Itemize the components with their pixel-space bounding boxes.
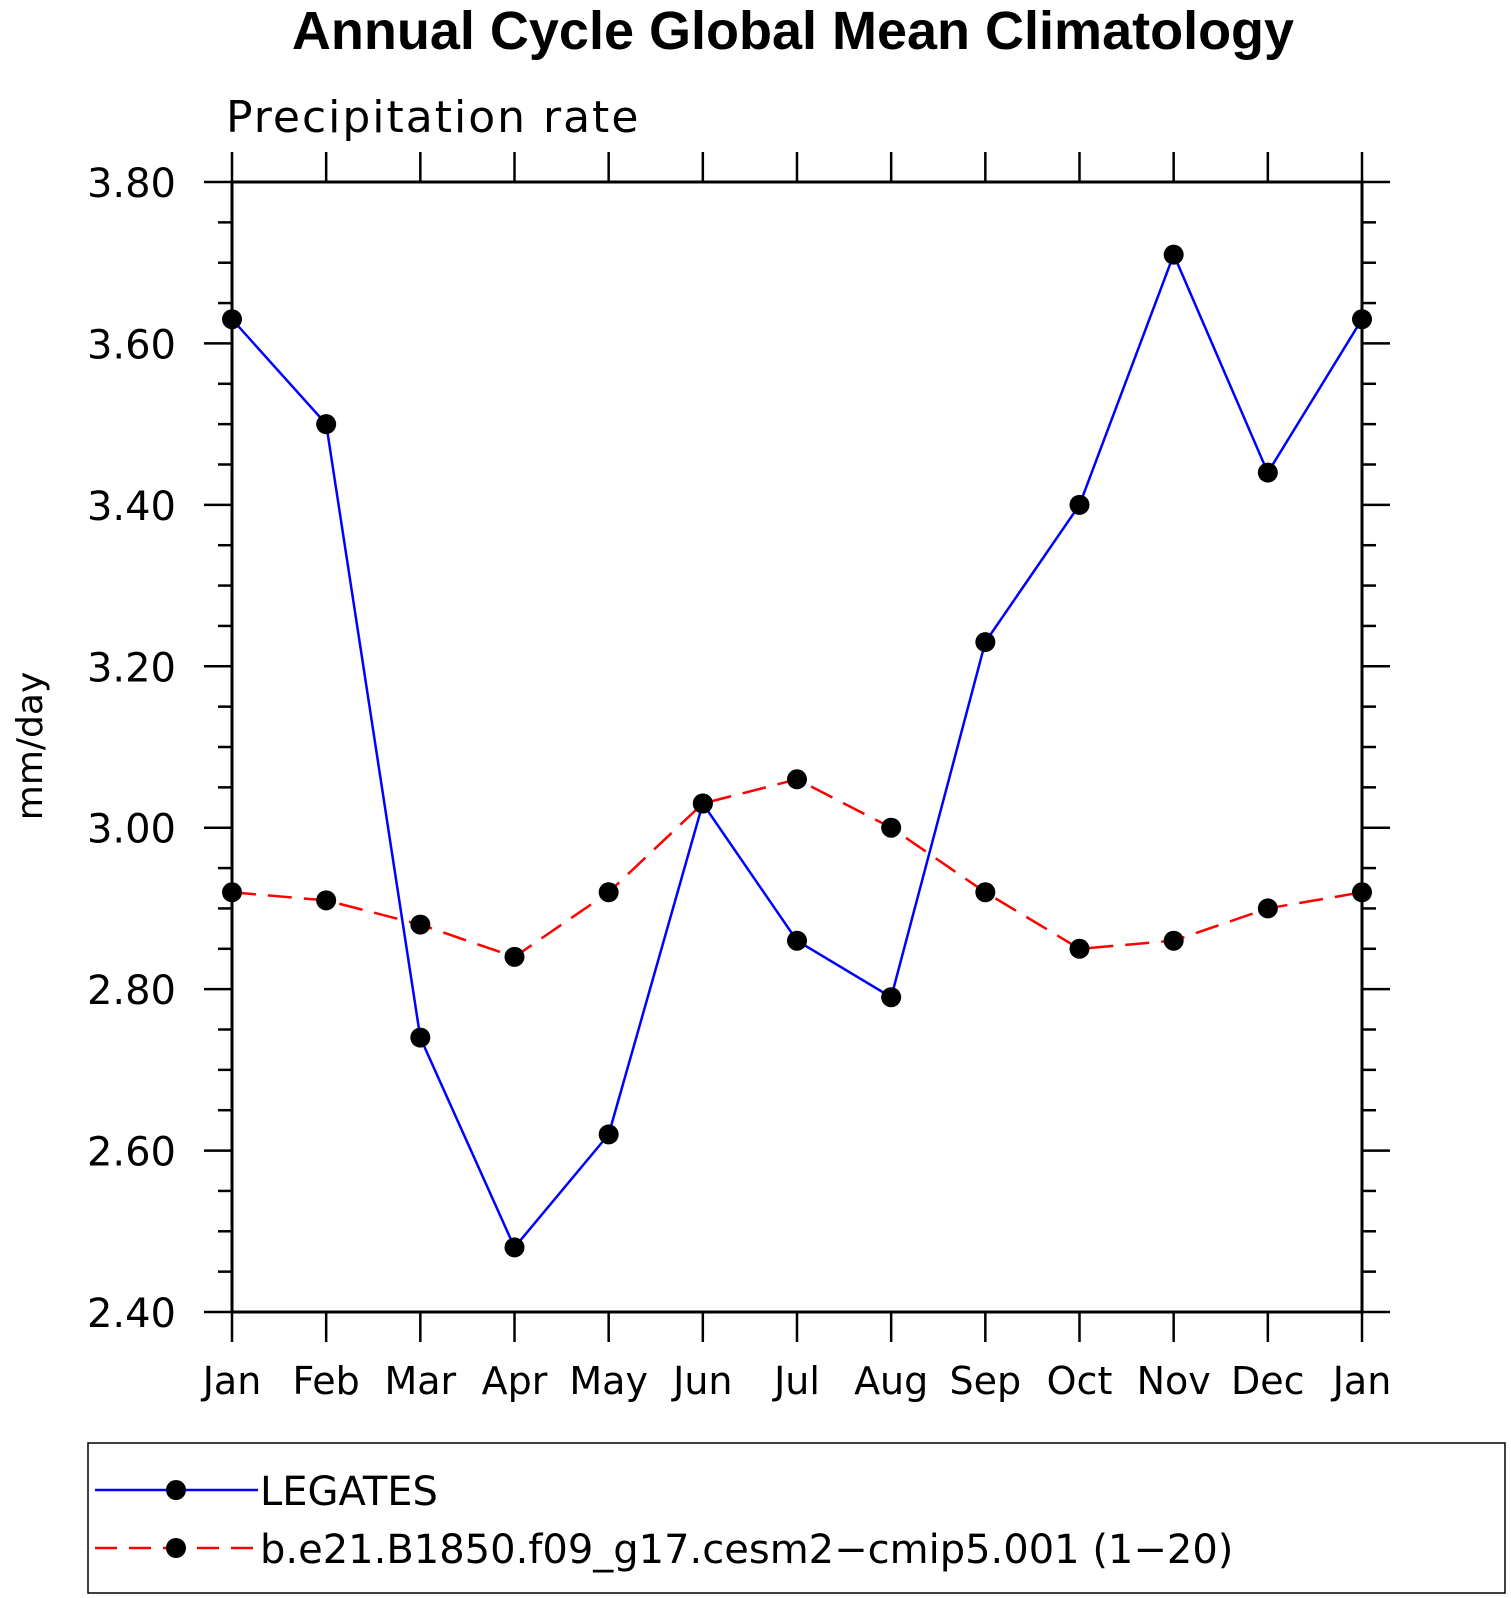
data-point-legates bbox=[1257, 462, 1278, 483]
data-point-cesm2 bbox=[787, 769, 807, 790]
legend-marker-legates bbox=[166, 1480, 186, 1500]
data-point-cesm2 bbox=[316, 890, 337, 911]
y-tick-label: 2.60 bbox=[87, 1130, 176, 1176]
legend-label-legates: LEGATES bbox=[260, 1469, 438, 1515]
legend-marker-cesm2 bbox=[166, 1538, 186, 1558]
x-tick-label: Jan bbox=[1331, 1359, 1392, 1403]
data-point-cesm2 bbox=[504, 946, 525, 967]
data-point-cesm2 bbox=[692, 793, 713, 814]
y-tick-label: 2.80 bbox=[87, 968, 176, 1014]
series-line-cesm2 bbox=[231, 777, 1363, 959]
x-tick-label: Feb bbox=[293, 1359, 360, 1403]
data-point-cesm2 bbox=[598, 882, 619, 903]
series-lines bbox=[231, 251, 1364, 1250]
y-tick-label: 3.60 bbox=[87, 322, 176, 368]
plot-border bbox=[230, 180, 1364, 1314]
legend-items: LEGATES b.e21.B1850.f09_g17.cesm2−cmip5.0… bbox=[95, 1469, 1233, 1573]
x-tick-label: May bbox=[569, 1359, 648, 1403]
y-ticks: 2.40 2.60 2.80 3.00 3.20 3.40 3.60 3.80 bbox=[87, 161, 1390, 1337]
data-point-legates bbox=[1163, 244, 1184, 265]
data-point-cesm2 bbox=[975, 882, 996, 903]
data-point-cesm2 bbox=[1257, 898, 1278, 919]
data-point-legates bbox=[222, 309, 242, 330]
data-point-legates bbox=[787, 930, 807, 951]
x-tick-label: Jan bbox=[201, 1359, 262, 1403]
chart-title: Annual Cycle Global Mean Climatology bbox=[292, 1, 1294, 61]
x-tick-label: Mar bbox=[384, 1359, 456, 1403]
legend-label-cesm2: b.e21.B1850.f09_g17.cesm2−cmip5.001 (1−2… bbox=[260, 1527, 1233, 1573]
y-tick-label: 3.00 bbox=[87, 807, 176, 853]
data-point-legates bbox=[316, 414, 337, 435]
y-tick-label: 2.40 bbox=[87, 1291, 176, 1337]
x-tick-label: Jun bbox=[671, 1359, 732, 1403]
data-point-legates bbox=[410, 1027, 431, 1048]
data-point-legates bbox=[975, 632, 996, 653]
y-tick-label: 3.80 bbox=[87, 161, 176, 207]
chart-subtitle: Precipitation rate bbox=[226, 92, 640, 143]
data-point-cesm2 bbox=[1352, 882, 1372, 903]
x-tick-label: Jul bbox=[772, 1359, 820, 1403]
y-tick-label: 3.40 bbox=[87, 484, 176, 530]
data-point-legates bbox=[598, 1124, 619, 1145]
data-point-legates bbox=[1069, 494, 1090, 515]
y-tick-label: 3.20 bbox=[87, 645, 176, 691]
x-tick-label: Aug bbox=[854, 1359, 928, 1403]
series-line-legates bbox=[231, 251, 1364, 1250]
x-tick-label: Apr bbox=[482, 1359, 548, 1403]
x-ticks: Jan Feb Mar Apr May Jun Jul Aug Sep Oct Nov Dec Jan bbox=[201, 152, 1392, 1403]
x-tick-label: Oct bbox=[1047, 1359, 1113, 1403]
data-point-cesm2 bbox=[881, 817, 902, 838]
data-point-legates bbox=[504, 1237, 525, 1258]
data-point-cesm2 bbox=[1163, 930, 1184, 951]
x-tick-label: Nov bbox=[1137, 1359, 1211, 1403]
data-point-legates bbox=[1352, 309, 1372, 330]
data-point-legates bbox=[881, 987, 902, 1008]
x-tick-label: Dec bbox=[1231, 1359, 1305, 1403]
legend-box bbox=[87, 1442, 1506, 1594]
y-axis-label: mm/day bbox=[10, 672, 51, 820]
x-tick-label: Sep bbox=[950, 1359, 1022, 1403]
legend: LEGATES b.e21.B1850.f09_g17.cesm2−cmip5.0… bbox=[87, 1442, 1506, 1594]
data-point-cesm2 bbox=[410, 914, 431, 935]
plot-frame bbox=[230, 180, 1364, 1314]
series-points bbox=[222, 244, 1372, 1258]
data-point-cesm2 bbox=[222, 882, 242, 903]
data-point-cesm2 bbox=[1069, 938, 1090, 959]
